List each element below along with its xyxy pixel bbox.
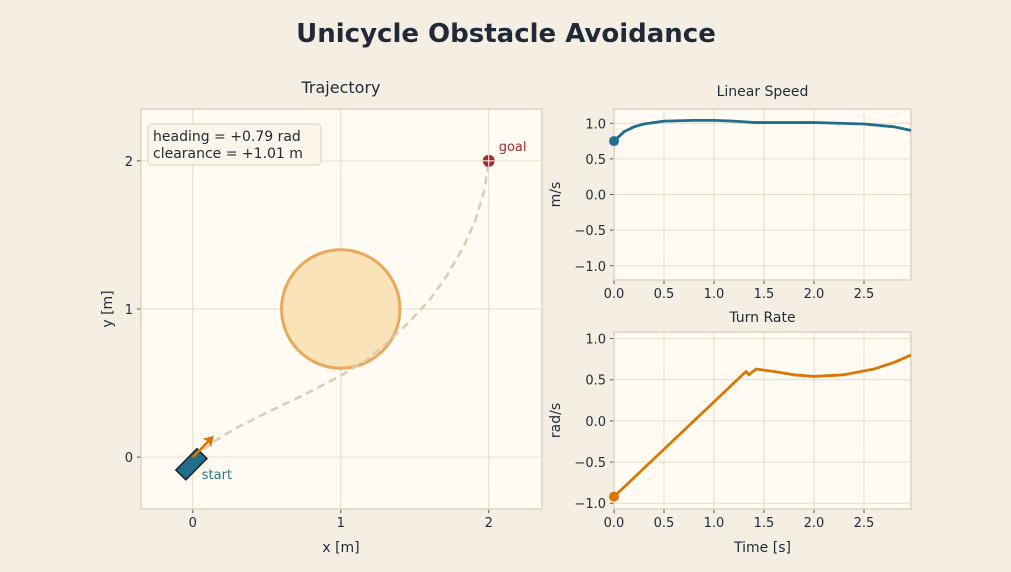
linear-speed-line <box>613 119 912 143</box>
x-tick-label: 1 <box>337 516 345 531</box>
linear-speed-ylabel: m/s <box>548 182 564 208</box>
x-tick-label: 1.0 <box>704 287 725 302</box>
x-tick-label: 0.0 <box>604 516 625 531</box>
linear-speed-start-marker <box>609 136 619 147</box>
start-label: start <box>202 468 232 483</box>
x-tick-label: 2.5 <box>854 516 875 531</box>
y-tick-label: 0 <box>125 451 133 466</box>
annotation-line: clearance = +1.01 m <box>153 146 303 162</box>
y-axis-label: y [m] <box>100 290 116 327</box>
axes-frame <box>140 108 543 510</box>
y-tick-label: 0.0 <box>585 415 606 430</box>
heading-arrowhead <box>202 435 214 448</box>
y-tick-label: −0.5 <box>574 224 606 239</box>
axes-frame <box>613 331 912 510</box>
x-tick-label: 1.5 <box>754 287 775 302</box>
y-tick-label: 1.0 <box>585 117 606 132</box>
turn-rate-ylabel: rad/s <box>548 403 564 438</box>
y-tick-label: 0.5 <box>585 153 606 168</box>
trajectory-title: Trajectory <box>301 78 381 97</box>
annotation-box <box>147 123 322 166</box>
x-tick-label: 2.0 <box>804 287 825 302</box>
x-tick-label: 2.0 <box>804 516 825 531</box>
y-tick-label: 1.0 <box>585 333 606 348</box>
robot-body <box>174 447 208 481</box>
axes-frame <box>613 108 912 281</box>
y-tick-label: −0.5 <box>574 456 606 471</box>
x-tick-label: 0.5 <box>654 287 675 302</box>
y-tick-label: −1.0 <box>574 260 606 275</box>
annotation-line: heading = +0.79 rad <box>153 129 301 145</box>
y-tick-label: 0.5 <box>585 374 606 389</box>
trajectory-axes: 0 1 2 0 1 2 <box>125 108 543 531</box>
turn-rate-line <box>613 353 912 498</box>
trajectory-path <box>192 160 490 459</box>
x-tick-label: 1.5 <box>754 516 775 531</box>
x-tick-label: 0 <box>189 516 197 531</box>
robot <box>174 435 214 481</box>
x-axis-label: x [m] <box>322 540 359 556</box>
linear-speed: 0.0 0.5 1.0 1.5 2.0 2.5 1.0 0.5 0.0 −0.5 −1.0 <box>574 108 912 302</box>
turn-rate-xlabel: Time [s] <box>733 540 791 556</box>
goal-label: goal <box>499 140 527 155</box>
y-tick-label: −1.0 <box>574 497 606 512</box>
figure-title: Unicycle Obstacle Avoidance <box>296 19 716 49</box>
x-tick-label: 2.5 <box>854 287 875 302</box>
turn-rate: 0.0 0.5 1.0 1.5 2.0 2.5 1.0 0.5 0.0 −0.5 −1.0 <box>574 331 912 531</box>
turn-rate-title: Turn Rate <box>728 310 795 326</box>
x-tick-label: 2 <box>485 516 493 531</box>
x-tick-label: 0.0 <box>604 287 625 302</box>
heading-arrow <box>191 437 212 459</box>
y-tick-label: 1 <box>125 303 133 318</box>
turn-rate-start-marker <box>609 491 619 502</box>
y-tick-label: 2 <box>125 155 133 170</box>
x-tick-label: 0.5 <box>654 516 675 531</box>
y-tick-label: 0.0 <box>585 189 606 204</box>
obstacle-circle <box>280 248 402 370</box>
goal-crosshair <box>482 154 495 167</box>
linear-speed-title: Linear Speed <box>717 84 809 100</box>
x-tick-label: 1.0 <box>704 516 725 531</box>
